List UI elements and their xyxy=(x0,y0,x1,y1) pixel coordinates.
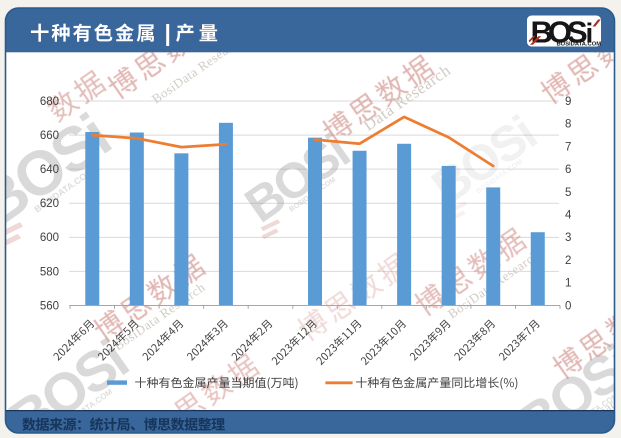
svg-text:2: 2 xyxy=(565,255,571,267)
svg-text:660: 660 xyxy=(40,130,59,142)
svg-text:BOS: BOS xyxy=(531,15,588,50)
svg-text:5: 5 xyxy=(565,187,571,199)
svg-text:i: i xyxy=(586,18,594,49)
svg-text:7: 7 xyxy=(565,141,571,153)
svg-text:6: 6 xyxy=(565,164,571,176)
svg-text:640: 640 xyxy=(40,164,59,176)
svg-text:680: 680 xyxy=(40,96,59,108)
svg-text:1: 1 xyxy=(565,278,571,290)
svg-text:620: 620 xyxy=(40,198,59,210)
svg-text:0: 0 xyxy=(565,300,571,312)
svg-text:BOSIDATA.COM: BOSIDATA.COM xyxy=(557,41,602,47)
svg-text:8: 8 xyxy=(565,119,571,131)
svg-text:9: 9 xyxy=(565,96,571,108)
svg-text:3: 3 xyxy=(565,232,571,244)
svg-text:4: 4 xyxy=(565,210,572,222)
svg-text:560: 560 xyxy=(40,300,59,312)
svg-text:580: 580 xyxy=(40,266,59,278)
svg-text:600: 600 xyxy=(40,232,59,244)
